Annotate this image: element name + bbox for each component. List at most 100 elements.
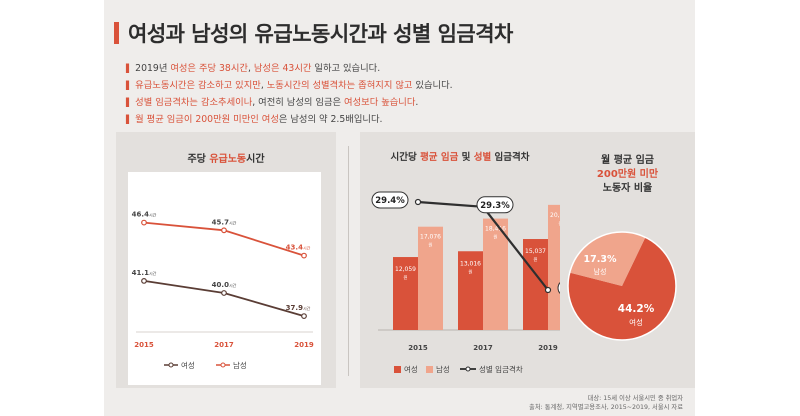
hours-data-point [221, 290, 227, 296]
wage-title-segment: 성별 [474, 151, 492, 163]
hours-legend-marker-male [220, 362, 226, 368]
bullet-2-text: 있습니다. [412, 80, 453, 91]
wage-bar-unit-label: 원 [403, 274, 407, 281]
wage-bar-value-label: 20,682 [550, 212, 560, 219]
bullet-3: 성별 임금격차는 감소추세이나, 여전히 남성의 임금은 여성보다 높습니다. [126, 94, 453, 111]
wage-gap-label: 29.3% [480, 201, 510, 211]
infographic: 여성과 남성의 유급노동시간과 성별 임금격차 2019년 여성은 주당 38시… [104, 0, 695, 416]
bullet-2-highlight: 유급노동시간은 감소하고 있지만 [135, 80, 261, 91]
hours-data-label: 37.9시간 [286, 304, 311, 312]
title-part-3: 과 성별 임금격차 [367, 22, 513, 46]
hours-line-chart: 2015 2017 2019 46.4시간 45.7시간 43.4시간 41.1시간 40.0… [132, 211, 314, 370]
hours-x-tick-label: 2015 [134, 341, 154, 349]
hours-title-text: 시간 [246, 154, 265, 165]
wage-gap-label: 29.4% [375, 196, 405, 206]
bullet-3-highlight: 성별 임금격차는 감소추세이나 [135, 97, 253, 108]
hours-x-tick-label: 2019 [294, 341, 314, 349]
hours-title-highlight: 유급노동 [209, 154, 247, 165]
pie-label-female-name: 여성 [629, 317, 643, 327]
pie-label-female-value: 44.2% [618, 303, 655, 315]
hours-data-point [301, 313, 307, 320]
hours-panel: 주당 유급노동시간 2015 2017 2019 46.4시간 45.7시간 43.4시간… [116, 132, 336, 388]
pie-slice-male [569, 232, 646, 286]
ratio-chart-title: 월 평균 임금 200만원 미만 노동자 비율 [560, 154, 695, 196]
wage-title-segment: 평균 임금 [420, 151, 459, 163]
hours-title-text: 주당 [187, 154, 210, 165]
hours-data-point [141, 277, 147, 284]
bullet-1-text: 2019년 [135, 63, 171, 74]
hours-data-label: 41.1시간 [132, 269, 157, 277]
panel-divider [348, 146, 349, 376]
title-part-1: 여성과 남성 [128, 22, 229, 46]
wage-bar-unit-label: 원 [533, 256, 537, 263]
ratio-pie-chart: 17.3% 남성 44.2% 여성 [567, 231, 677, 341]
wage-legend-label-female: 여성 [404, 364, 418, 374]
bullet-3-text: , 여전히 남성의 임금은 [252, 97, 345, 108]
bullet-1-text: 일하고 있습니다. [311, 63, 381, 74]
title-block: 여성과 남성의 유급노동시간과 성별 임금격차 [114, 20, 513, 46]
bullet-1-text: , [247, 63, 254, 74]
wage-bar-value-label: 12,059 [395, 266, 416, 273]
summary-bullets: 2019년 여성은 주당 38시간, 남성은 43시간 일하고 있습니다. 유급… [126, 60, 453, 128]
wage-title-segment: 임금격차 [491, 151, 530, 163]
ratio-title-line-1: 월 평균 임금 [601, 155, 654, 166]
hours-legend-label-female: 여성 [181, 360, 195, 370]
wage-bar-value-label: 13,016 [460, 260, 481, 267]
wage-panel: 시간당 평균 임금 및 성별 임금격차 2015 2017 2019 12,059 원 13… [360, 132, 595, 388]
bullet-3-text: . [415, 97, 419, 108]
wage-legend-label-male: 남성 [436, 365, 450, 374]
bullet-1-highlight: 여성은 주당 38시간 [170, 63, 248, 74]
hours-data-point [141, 219, 147, 226]
wage-gap-point [414, 198, 422, 206]
hours-legend-label-male: 남성 [233, 361, 247, 370]
bullet-4-highlight: 월 평균 임금이 200만원 미만인 여성 [135, 114, 279, 125]
wage-gap-label-bubble [371, 191, 409, 209]
wage-bar-value-label: 17,076 [420, 234, 441, 241]
ratio-title-line-3: 노동자 비율 [602, 183, 653, 194]
wage-title-segment: 시간당 [391, 151, 421, 163]
wage-bar-male [483, 218, 508, 330]
wage-bar-male [418, 226, 443, 330]
source-footer: 대상: 15세 이상 서울시민 중 취업자 출처: 통계청, 지역별고용조사, … [529, 394, 683, 412]
wage-chart-title: 시간당 평균 임금 및 성별 임금격차 [391, 151, 530, 163]
wage-legend-label-gap: 성별 임금격차 [479, 364, 523, 374]
footer-target: 대상: 15세 이상 서울시민 중 취업자 [587, 395, 683, 402]
bullet-1: 2019년 여성은 주당 38시간, 남성은 43시간 일하고 있습니다. [126, 60, 453, 77]
wage-x-tick-label: 2015 [408, 344, 428, 352]
wage-bar-female [393, 257, 418, 330]
bullet-4: 월 평균 임금이 200만원 미만인 여성은 남성의 약 2.5배입니다. [126, 111, 453, 128]
hours-data-label: 45.7시간 [212, 218, 237, 226]
title-part-2: 의 유급노동시간 [228, 22, 368, 46]
hours-x-tick-label: 2017 [214, 341, 234, 349]
hours-legend-marker-female [168, 362, 174, 368]
hours-data-point [221, 227, 227, 234]
wage-legend-swatch-female [394, 366, 401, 373]
ratio-title-line-2: 200만원 미만 [596, 169, 659, 180]
pie-slice-female [568, 237, 676, 340]
bullet-1-highlight: 남성은 43시간 [253, 63, 312, 74]
bullet-2-highlight: 노동시간의 성별격차는 좁혀지지 않고 [266, 80, 413, 91]
pie-label-male-name: 남성 [594, 267, 607, 276]
bullet-4-text: 은 남성의 약 2.5배입니다. [278, 114, 383, 125]
pie-outline [567, 231, 677, 341]
wage-bar-value-label: 15,037 [525, 248, 546, 255]
hours-chart-card: 2015 2017 2019 46.4시간 45.7시간 43.4시간 41.1시간 40.0… [128, 172, 321, 385]
wage-bar-unit-label: 원 [468, 268, 472, 275]
wage-gap-point [544, 286, 552, 294]
pie-label-male-value: 17.3% [584, 254, 617, 265]
wage-x-tick-label: 2019 [538, 344, 558, 352]
hours-data-label: 46.4시간 [132, 211, 157, 219]
wage-title-segment: 및 [458, 151, 473, 163]
bullet-2: 유급노동시간은 감소하고 있지만, 노동시간의 성별격차는 좁혀지지 않고 있습… [126, 77, 453, 94]
wage-bar-value-label: 18,416 [485, 226, 506, 233]
hours-data-label: 40.0시간 [212, 281, 237, 289]
page-title: 여성과 남성의 유급노동시간과 성별 임금격차 [128, 18, 513, 48]
wage-bar-female [458, 251, 483, 330]
footer-source: 출처: 통계청, 지역별고용조사, 2015~2019, 서울시 자료 [529, 404, 683, 411]
hours-data-point [301, 252, 307, 259]
ratio-panel: 월 평균 임금 200만원 미만 노동자 비율 17.3% 남성 44.2% 여성 [560, 132, 695, 388]
wage-bar-unit-label: 원 [428, 242, 432, 249]
wage-x-tick-label: 2017 [473, 344, 493, 352]
hours-chart-title: 주당 유급노동시간 [116, 150, 336, 165]
